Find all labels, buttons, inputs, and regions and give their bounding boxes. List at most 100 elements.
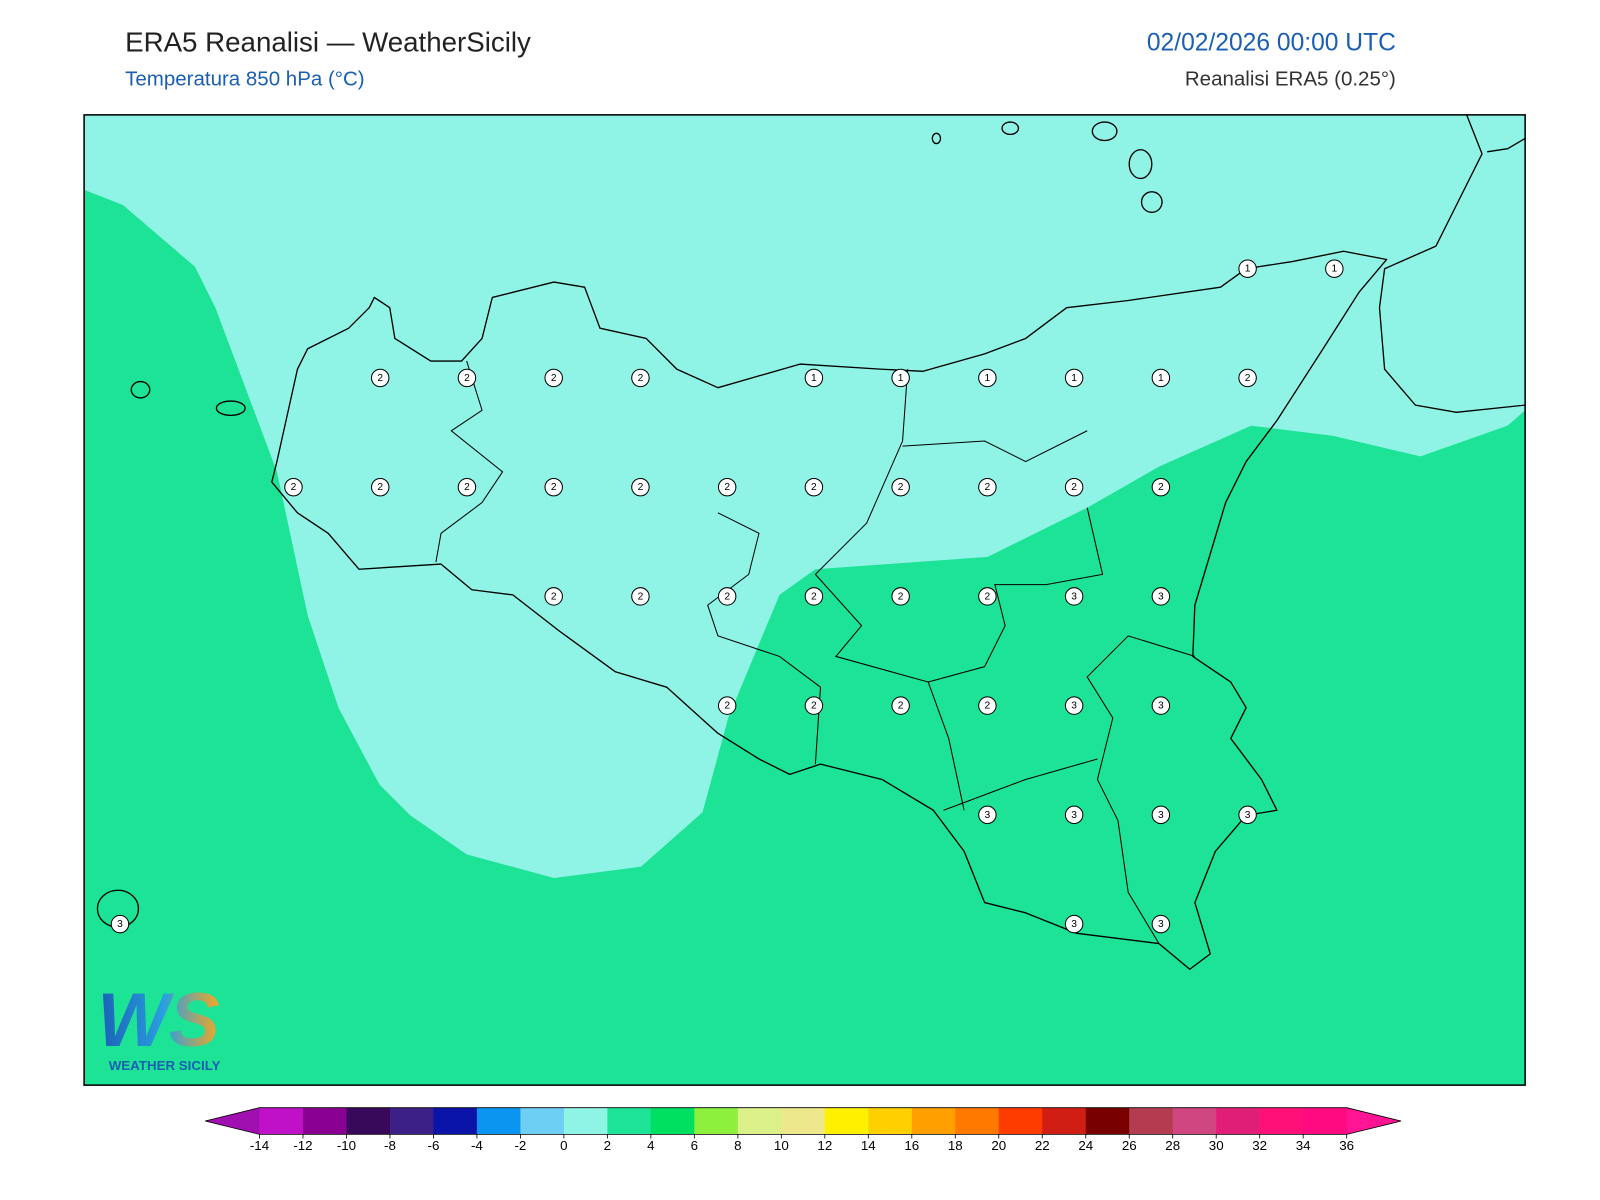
colorbar-cell <box>1303 1107 1348 1135</box>
title: ERA5 Reanalisi — WeatherSicily <box>125 26 531 57</box>
station-marker <box>1238 368 1257 388</box>
station-value: 2 <box>898 482 904 493</box>
station-marker <box>457 477 477 497</box>
station-marker <box>1151 914 1171 934</box>
station-value: 2 <box>724 591 730 602</box>
colorbar-tick-label: 2 <box>604 1138 611 1153</box>
station-marker <box>1064 368 1084 388</box>
station-marker <box>544 477 563 497</box>
map-area: 1 1 2 2 2 2 1 1 1 1 1 2 2 2 2 2 2 2 2 2 2 2 2 2 2 2 2 2 2 3 3 2 2 2 2 3 3 3 3 3… <box>84 114 1526 1086</box>
station-marker <box>631 477 650 497</box>
station-value: 2 <box>638 482 644 493</box>
station-value: 1 <box>1158 373 1164 384</box>
colorbar-cell <box>1216 1107 1261 1135</box>
station-value: 1 <box>1331 264 1337 275</box>
station-marker <box>978 696 997 715</box>
island <box>931 132 942 145</box>
colorbar: -14 -12 -10 -8 -6 -4 -2 0 2 4 6 8 10 12 14 16 18 20 22 24 26… <box>205 1107 1402 1153</box>
station-value: 2 <box>377 482 383 493</box>
station-value: 1 <box>811 373 817 384</box>
colorbar-tick-label: 36 <box>1339 1138 1354 1153</box>
station-marker <box>110 914 130 934</box>
station-value: 2 <box>551 373 557 384</box>
colorbar-tick-label: 22 <box>1035 1138 1050 1153</box>
station-value: 1 <box>985 373 991 384</box>
station-marker <box>891 696 910 715</box>
station-marker <box>1064 805 1084 825</box>
colorbar-cell <box>520 1107 565 1135</box>
colorbar-cell <box>737 1107 782 1135</box>
station-marker <box>717 696 737 715</box>
colorbar-tick-label: 4 <box>647 1138 655 1153</box>
colorbar-cell <box>911 1107 956 1135</box>
station-value: 3 <box>1071 810 1077 821</box>
station-value: 3 <box>1245 810 1251 821</box>
coastline <box>271 250 1388 970</box>
colorbar-tick-label: 12 <box>817 1138 832 1153</box>
colorbar-tick-label: -6 <box>428 1138 440 1153</box>
station-marker <box>1064 696 1084 715</box>
colorbar-tick-label: 18 <box>948 1138 963 1153</box>
station-marker <box>978 477 997 497</box>
station-value: 2 <box>985 701 991 712</box>
colorbar-tick-label: -12 <box>293 1138 312 1153</box>
colorbar-tick-label: 14 <box>861 1138 876 1153</box>
coastline <box>1487 137 1526 153</box>
station-value: 2 <box>811 482 817 493</box>
station-value: 2 <box>898 701 904 712</box>
station-marker <box>978 368 997 388</box>
station-value: 2 <box>638 373 644 384</box>
colorbar-tick-label: 26 <box>1122 1138 1137 1153</box>
colorbar-cell <box>694 1107 739 1135</box>
colorbar-tick-label: 6 <box>691 1138 698 1153</box>
colorbar-tick-label: 16 <box>904 1138 919 1153</box>
colorbar-cell <box>1259 1107 1304 1135</box>
station-value: 3 <box>1071 701 1077 712</box>
subtitle: Temperatura 850 hPa (°C) <box>125 67 365 90</box>
station-marker <box>804 477 824 497</box>
station-value: 1 <box>898 373 904 384</box>
colorbar-tick-label: 20 <box>991 1138 1006 1153</box>
station-marker <box>370 477 390 497</box>
station-marker <box>717 477 737 497</box>
colorbar-cell <box>346 1107 391 1135</box>
station-marker <box>717 587 737 606</box>
colorbar-tick-label: 24 <box>1078 1138 1093 1153</box>
station-value: 2 <box>1158 482 1164 493</box>
station-value: 2 <box>551 482 557 493</box>
colorbar-extend-low <box>205 1107 260 1135</box>
colorbar-cell <box>1085 1107 1130 1135</box>
station-marker <box>804 696 824 715</box>
island <box>1001 121 1020 136</box>
station-value: 2 <box>898 591 904 602</box>
source: Reanalisi ERA5 (0.25°) <box>1185 67 1396 90</box>
island <box>1128 149 1153 180</box>
island <box>1091 121 1118 142</box>
station-marker <box>544 587 563 606</box>
map-frame <box>83 114 1526 1086</box>
colorbar-tick-label: 34 <box>1296 1138 1311 1153</box>
colorbar-cell <box>302 1107 347 1135</box>
station-marker <box>804 368 824 388</box>
logo-caption: WEATHER SICILY <box>109 1058 221 1073</box>
station-value: 2 <box>811 591 817 602</box>
station-value: 2 <box>377 373 383 384</box>
station-value: 2 <box>291 482 297 493</box>
station-value: 1 <box>1245 264 1251 275</box>
station-value: 2 <box>724 482 730 493</box>
station-marker <box>631 368 650 388</box>
colorbar-tick-label: 32 <box>1252 1138 1267 1153</box>
station-marker <box>1325 259 1344 278</box>
colorbar-cell <box>1129 1107 1174 1135</box>
station-value: 2 <box>724 701 730 712</box>
temperature-field <box>84 114 1526 878</box>
colorbar-cell <box>824 1107 869 1135</box>
colorbar-cell <box>781 1107 826 1135</box>
station-layer: 1 1 2 2 2 2 1 1 1 1 1 2 2 2 2 2 2 2 2 2 2 2 2 2 2 2 2 2 2 3 3 2 2 2 2 3 3 3 3 3… <box>110 259 1344 934</box>
station-marker <box>1064 587 1084 606</box>
station-marker <box>1151 805 1171 825</box>
station-value: 1 <box>1071 373 1077 384</box>
station-value: 2 <box>464 373 470 384</box>
colorbar-cell <box>650 1107 695 1135</box>
